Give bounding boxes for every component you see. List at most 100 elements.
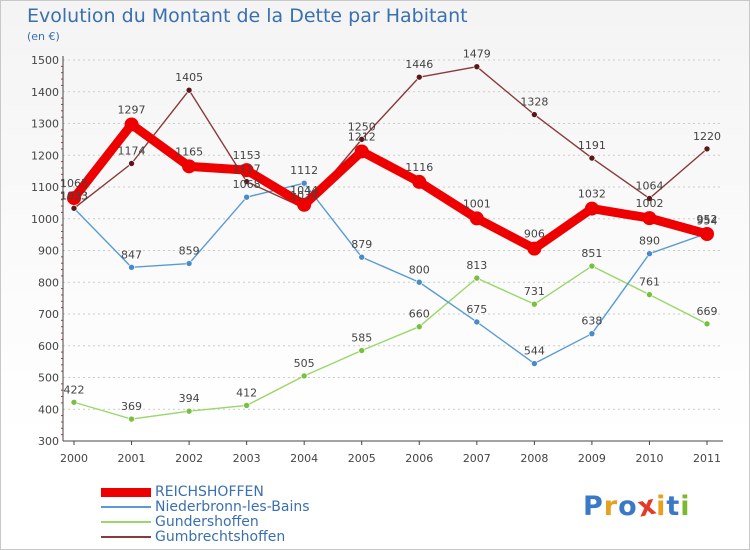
data-label: 1220 xyxy=(693,130,721,143)
data-label: 879 xyxy=(351,238,372,251)
data-point xyxy=(412,174,427,189)
data-label: 1002 xyxy=(635,197,663,210)
data-point xyxy=(415,278,423,286)
data-point xyxy=(67,191,81,206)
data-label: 1153 xyxy=(233,149,261,162)
data-label: 1250 xyxy=(348,120,376,133)
data-point xyxy=(588,154,596,162)
legend-label: Gundershoffen xyxy=(155,514,259,530)
data-point xyxy=(473,318,481,326)
data-point xyxy=(239,163,254,178)
data-point xyxy=(185,407,193,415)
data-point xyxy=(703,320,711,328)
data-point xyxy=(185,86,193,94)
data-label-layer: 422 369 394 412 505 585 660 813 731 851 761 669 1033… xyxy=(60,48,721,413)
data-label: 1174 xyxy=(118,145,146,158)
data-label: 731 xyxy=(524,285,545,298)
data-label: 394 xyxy=(179,392,200,405)
data-label: 1065 xyxy=(60,177,88,190)
y-tick-label: 1200 xyxy=(31,149,59,162)
series-gumbrechtshoffen xyxy=(70,63,711,212)
x-tick-label: 2003 xyxy=(233,452,261,465)
y-tick-label: 1100 xyxy=(31,181,59,194)
series-line xyxy=(73,182,708,365)
data-label: 544 xyxy=(524,345,545,358)
logo-letter: r xyxy=(603,491,619,522)
data-label: 638 xyxy=(581,315,602,328)
legend-label: Gumbrechtshoffen xyxy=(155,529,286,545)
data-label: 669 xyxy=(697,305,718,318)
x-tick-label: 2006 xyxy=(405,452,433,465)
data-point xyxy=(243,402,250,409)
legend-swatch xyxy=(101,506,151,508)
data-point xyxy=(473,63,481,70)
data-point xyxy=(128,264,135,271)
data-label: 952 xyxy=(697,213,718,226)
logo-letter: i xyxy=(656,491,667,522)
series-line xyxy=(69,119,712,254)
series-gundershoffen xyxy=(70,262,711,423)
data-point xyxy=(415,73,423,81)
data-label: 1116 xyxy=(405,161,433,174)
x-tick-label: 2002 xyxy=(175,452,203,465)
y-tick-label: 600 xyxy=(38,340,59,353)
logo-letter: o xyxy=(618,491,638,522)
data-point xyxy=(70,204,78,212)
data-point xyxy=(531,300,538,308)
data-label: 1479 xyxy=(463,48,491,61)
data-label: 505 xyxy=(294,357,315,370)
data-label: 412 xyxy=(236,386,257,399)
legend-swatch xyxy=(101,521,151,523)
chart-unit: (en €) xyxy=(27,30,60,43)
data-point xyxy=(243,193,250,201)
legend-item: REICHSHOFFEN xyxy=(101,484,264,500)
data-point xyxy=(531,360,538,367)
data-label: 1405 xyxy=(175,71,203,84)
data-label: 813 xyxy=(466,259,487,272)
proxiti-logo: Proxiti xyxy=(583,489,691,523)
data-label: 851 xyxy=(581,247,602,260)
y-tick-label: 1300 xyxy=(31,118,59,131)
data-label: 1446 xyxy=(405,58,433,71)
data-label: 1033 xyxy=(60,189,88,202)
data-point xyxy=(584,201,599,216)
data-label: 1034 xyxy=(290,189,318,202)
grid-layer xyxy=(63,59,723,442)
data-label: 800 xyxy=(409,263,430,276)
x-tick-label: 2007 xyxy=(463,452,491,465)
data-point xyxy=(588,330,596,337)
y-tick-label: 900 xyxy=(38,245,59,258)
data-label: 1068 xyxy=(233,178,261,191)
data-label: 1191 xyxy=(578,139,606,152)
data-point xyxy=(642,211,657,226)
data-point xyxy=(297,197,312,212)
x-tick-label: 2005 xyxy=(348,452,376,465)
data-label: 1044 xyxy=(290,184,318,197)
y-tick-label: 1000 xyxy=(31,213,59,226)
data-point xyxy=(358,136,366,143)
axis-layer: 300 400 500 600 700 800 900 1000 1100 1200 1300 140… xyxy=(31,54,723,465)
y-tick-label: 700 xyxy=(38,308,59,321)
data-point xyxy=(700,226,714,241)
x-tick-label: 2004 xyxy=(290,452,318,465)
data-point xyxy=(588,262,596,270)
series-reichshoffen xyxy=(67,117,714,256)
data-label: 1001 xyxy=(463,197,491,210)
data-point xyxy=(354,144,369,159)
data-point xyxy=(124,117,139,132)
series-layer xyxy=(67,63,714,423)
data-point xyxy=(703,145,711,153)
data-label: 660 xyxy=(409,308,430,321)
data-point xyxy=(358,347,366,354)
data-point xyxy=(70,398,78,406)
data-point xyxy=(185,260,193,267)
legend-label: Niederbronn-les-Bains xyxy=(155,499,310,515)
data-point xyxy=(300,179,308,187)
data-label: 761 xyxy=(639,276,660,289)
data-point xyxy=(527,241,542,256)
x-tick-label: 2008 xyxy=(520,452,548,465)
data-point xyxy=(182,159,197,174)
y-tick-label: 500 xyxy=(38,372,59,385)
